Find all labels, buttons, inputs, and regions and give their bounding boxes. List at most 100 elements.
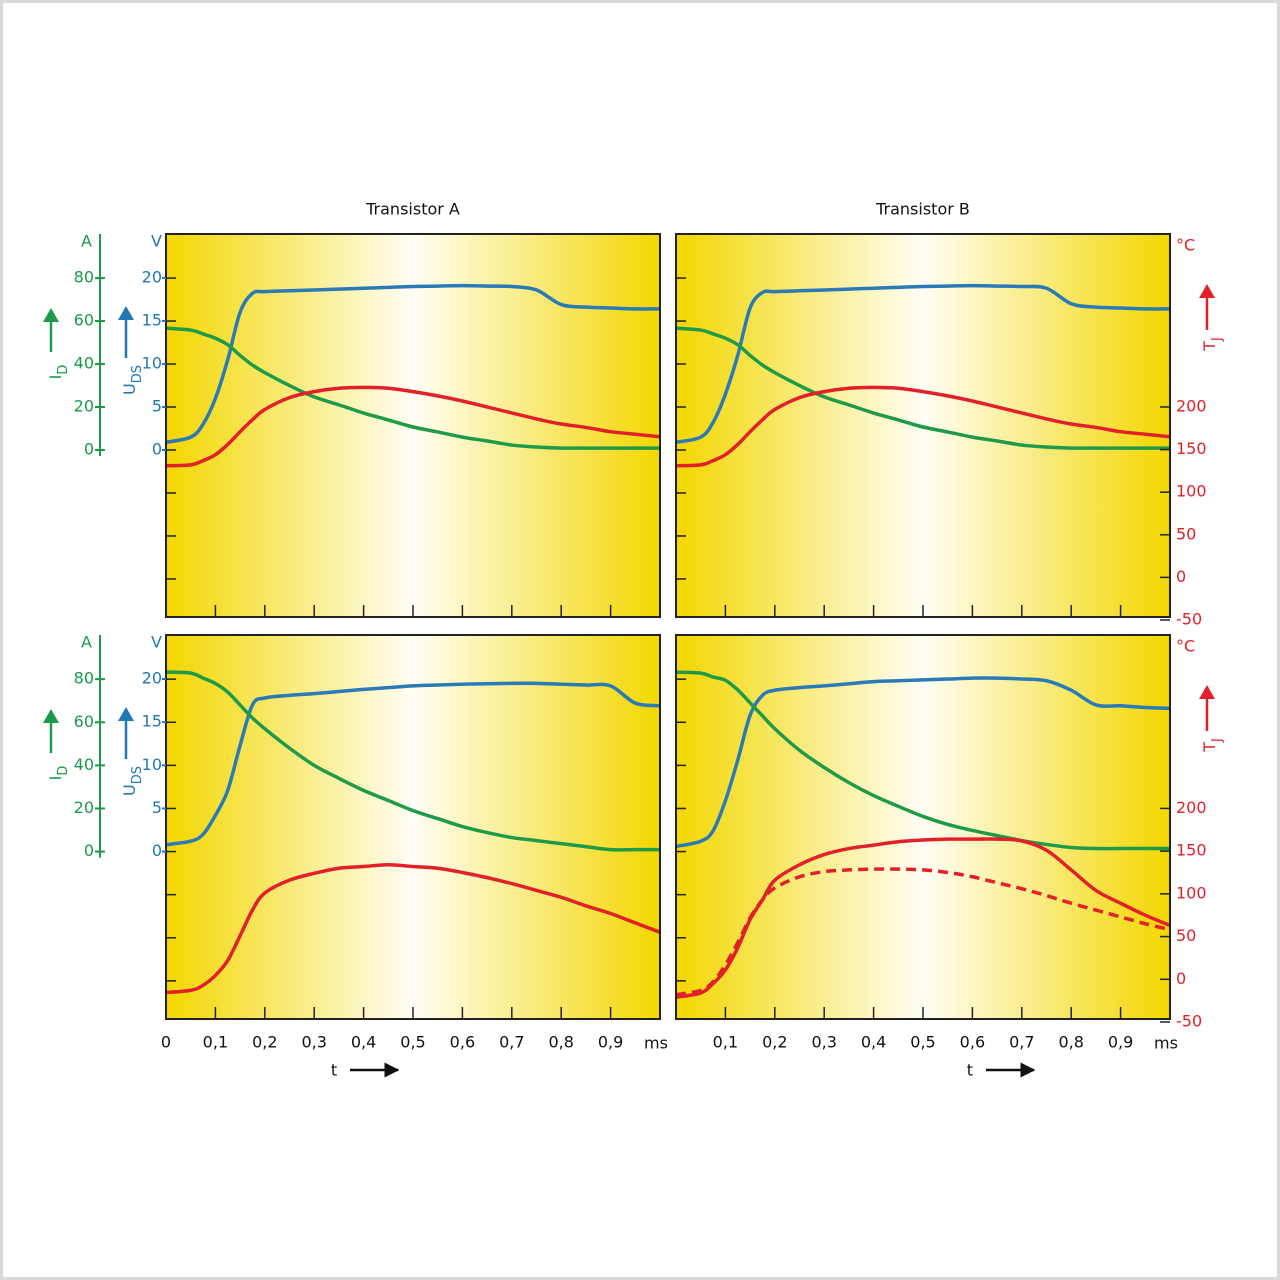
y-axis-label: TJ bbox=[1200, 337, 1226, 352]
y-tick-label: -50 bbox=[1176, 609, 1202, 628]
y-axis-arrow-head bbox=[43, 308, 59, 322]
y-axis-arrow-head bbox=[1199, 284, 1215, 298]
series-line bbox=[676, 326, 1170, 450]
y-tick-label: 0 bbox=[1176, 567, 1186, 586]
y-tick-label: 200 bbox=[1176, 798, 1207, 817]
y-tick-label: 60 bbox=[74, 311, 94, 330]
series-line bbox=[676, 385, 1170, 468]
y-axis-label-sub: D bbox=[56, 365, 71, 375]
x-tick-label: 0,3 bbox=[301, 1033, 326, 1052]
y-axis-label-main: I bbox=[46, 776, 65, 781]
x-axis-label: t bbox=[967, 1061, 973, 1080]
y-axis-label: TJ bbox=[1200, 738, 1226, 753]
y-tick-label: 20 bbox=[74, 798, 94, 817]
y-tick-label: 100 bbox=[1176, 883, 1207, 902]
y-tick-label: 20 bbox=[74, 397, 94, 416]
x-tick-label: 0,7 bbox=[1009, 1033, 1034, 1052]
plot-background bbox=[166, 635, 660, 1019]
x-unit: ms bbox=[1154, 1034, 1178, 1053]
series-line bbox=[676, 837, 1170, 999]
x-tick-label: 0,4 bbox=[351, 1033, 376, 1052]
y-axis-label-main: U bbox=[120, 383, 139, 395]
y-axis-arrow-head bbox=[1199, 685, 1215, 699]
x-tick-label: 0,5 bbox=[910, 1033, 935, 1052]
series-line bbox=[676, 867, 1170, 997]
y-axis-label-main: U bbox=[120, 784, 139, 796]
y-tick-label: 20 bbox=[142, 267, 162, 286]
y-tick-label: 20 bbox=[142, 669, 162, 688]
series-line bbox=[166, 385, 660, 468]
y-tick-label: 100 bbox=[1176, 482, 1207, 501]
series-line bbox=[166, 863, 660, 995]
series-line bbox=[676, 676, 1170, 849]
x-tick-label: 0,8 bbox=[548, 1033, 573, 1052]
y-tick-label: 150 bbox=[1176, 841, 1207, 860]
y-tick-label: 50 bbox=[1176, 926, 1196, 945]
y-tick-label: 60 bbox=[74, 712, 94, 731]
y-tick-label: 10 bbox=[142, 353, 162, 372]
y-tick-label: 0 bbox=[1176, 969, 1186, 988]
x-tick-label: 0,9 bbox=[598, 1033, 623, 1052]
y-unit: A bbox=[81, 633, 92, 652]
y-unit: V bbox=[151, 232, 162, 251]
y-axis-label-sub: J bbox=[1210, 738, 1225, 743]
y-unit: A bbox=[81, 232, 92, 251]
x-tick-label: 0,3 bbox=[811, 1033, 836, 1052]
y-axis-label-sub: DS bbox=[130, 365, 145, 383]
x-tick-label: 0,7 bbox=[499, 1033, 524, 1052]
y-tick-label: 80 bbox=[74, 669, 94, 688]
y-tick-label: 5 bbox=[152, 396, 162, 415]
x-tick-label: 0,6 bbox=[960, 1033, 985, 1052]
y-tick-label: 40 bbox=[74, 755, 94, 774]
y-tick-label: 40 bbox=[74, 354, 94, 373]
series-line bbox=[166, 670, 660, 852]
x-tick-label: 0,8 bbox=[1058, 1033, 1083, 1052]
y-axis-label: UDS bbox=[120, 365, 146, 395]
x-tick-label: 0,5 bbox=[400, 1033, 425, 1052]
y-tick-label: 10 bbox=[142, 755, 162, 774]
y-axis-label-sub: DS bbox=[130, 766, 145, 784]
y-tick-label: 200 bbox=[1176, 396, 1207, 415]
y-axis-label: ID bbox=[46, 766, 72, 781]
x-tick-label: 0,2 bbox=[762, 1033, 787, 1052]
y-unit: °C bbox=[1176, 236, 1195, 255]
y-tick-label: -50 bbox=[1176, 1011, 1202, 1030]
y-tick-label: 0 bbox=[84, 841, 94, 860]
series-line bbox=[166, 681, 660, 847]
y-axis-label: UDS bbox=[120, 766, 146, 796]
y-unit: V bbox=[151, 633, 162, 652]
x-tick-label: 0,1 bbox=[713, 1033, 738, 1052]
plot-background bbox=[676, 635, 1170, 1019]
series-line bbox=[676, 283, 1170, 445]
x-tick-label: 0,9 bbox=[1108, 1033, 1133, 1052]
series-line bbox=[166, 326, 660, 450]
y-tick-label: 0 bbox=[152, 440, 162, 459]
series-line bbox=[676, 670, 1170, 851]
y-axis-label-main: T bbox=[1200, 742, 1219, 753]
y-tick-label: 50 bbox=[1176, 524, 1196, 543]
panel-title: Transistor B bbox=[875, 200, 970, 219]
y-axis-label-sub: D bbox=[56, 766, 71, 776]
y-tick-label: 150 bbox=[1176, 439, 1207, 458]
x-tick-label: 0,1 bbox=[203, 1033, 228, 1052]
x-unit: ms bbox=[644, 1034, 668, 1053]
y-tick-label: 80 bbox=[74, 268, 94, 287]
y-axis-arrow-head bbox=[118, 306, 134, 320]
y-axis-arrow-head bbox=[118, 707, 134, 721]
x-tick-label: 0,6 bbox=[450, 1033, 475, 1052]
y-tick-label: 15 bbox=[142, 310, 162, 329]
x-tick-label: 0,2 bbox=[252, 1033, 277, 1052]
y-axis-label: ID bbox=[46, 365, 72, 380]
y-tick-label: 15 bbox=[142, 712, 162, 731]
y-axis-label-main: I bbox=[46, 375, 65, 380]
series-line bbox=[166, 283, 660, 445]
x-axis-label: t bbox=[331, 1061, 337, 1080]
y-tick-label: 0 bbox=[84, 440, 94, 459]
y-axis-arrow-head bbox=[43, 709, 59, 723]
y-tick-label: 0 bbox=[152, 841, 162, 860]
x-tick-label: 0,4 bbox=[861, 1033, 886, 1052]
y-unit: °C bbox=[1176, 637, 1195, 656]
